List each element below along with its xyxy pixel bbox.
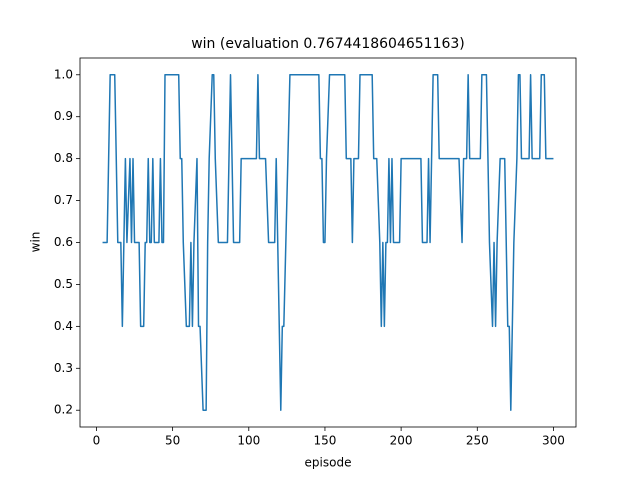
x-tick-label: 250 bbox=[466, 434, 489, 448]
x-tick-label: 300 bbox=[542, 434, 565, 448]
chart-title: win (evaluation 0.7674418604651163) bbox=[191, 36, 465, 52]
y-tick-label: 1.0 bbox=[54, 67, 73, 81]
y-tick-label: 0.7 bbox=[54, 193, 73, 207]
x-tick-label: 0 bbox=[93, 434, 101, 448]
y-tick-label: 0.6 bbox=[54, 235, 73, 249]
plot-frame bbox=[79, 57, 577, 428]
y-tick-label: 0.2 bbox=[54, 403, 73, 417]
y-tick-label: 0.4 bbox=[54, 319, 73, 333]
x-tick-label: 150 bbox=[314, 434, 337, 448]
x-axis-label: episode bbox=[305, 456, 352, 470]
x-tick-label: 50 bbox=[165, 434, 180, 448]
y-tick-label: 0.3 bbox=[54, 361, 73, 375]
y-tick-label: 0.5 bbox=[54, 277, 73, 291]
x-tick-label: 100 bbox=[237, 434, 260, 448]
y-tick-label: 0.8 bbox=[54, 151, 73, 165]
x-tick-label: 200 bbox=[390, 434, 413, 448]
data-line bbox=[102, 74, 554, 411]
y-axis-label: win bbox=[29, 232, 43, 253]
y-tick-label: 0.9 bbox=[54, 109, 73, 123]
